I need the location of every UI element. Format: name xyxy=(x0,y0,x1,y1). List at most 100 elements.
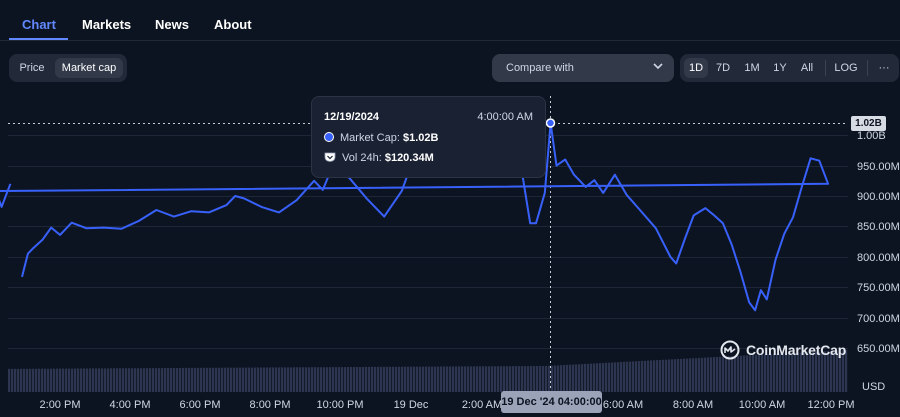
volume-bar xyxy=(395,366,398,392)
volume-bar xyxy=(533,366,536,392)
volume-bar xyxy=(383,366,386,392)
volume-bar xyxy=(281,367,284,392)
volume-bar xyxy=(431,366,434,392)
volume-bar xyxy=(662,359,665,392)
volume-bar xyxy=(344,367,347,392)
volume-bar xyxy=(374,366,377,392)
volume-bar xyxy=(272,367,275,392)
volume-bar xyxy=(47,368,50,392)
volume-bar xyxy=(263,367,266,392)
chevron-down-icon xyxy=(653,63,663,70)
volume-bar xyxy=(560,365,563,392)
volume-bar xyxy=(479,366,482,392)
volume-bar xyxy=(293,367,296,392)
volume-bar xyxy=(494,366,497,392)
tab-about[interactable]: About xyxy=(214,17,252,32)
volume-bar xyxy=(227,367,230,392)
volume-bar xyxy=(155,368,158,392)
volume-bar xyxy=(503,366,506,392)
volume-bar xyxy=(284,367,287,392)
volume-bar xyxy=(167,368,170,392)
volume-bar xyxy=(539,366,542,392)
volume-bar xyxy=(275,367,278,392)
range-7d-button[interactable]: 7D xyxy=(715,62,731,74)
volume-bar xyxy=(245,367,248,392)
volume-bar xyxy=(59,368,62,392)
volume-bar xyxy=(53,368,56,392)
volume-bar xyxy=(350,367,353,392)
volume-bar xyxy=(137,368,140,392)
compare-with-dropdown[interactable]: Compare with xyxy=(492,54,674,82)
volume-bar xyxy=(335,367,338,392)
volume-bar xyxy=(701,357,704,392)
tab-news[interactable]: News xyxy=(155,17,189,32)
volume-bar xyxy=(719,356,722,392)
volume-bar xyxy=(221,367,224,392)
volume-bar xyxy=(653,360,656,392)
volume-bar xyxy=(305,367,308,392)
range-all-button[interactable]: All xyxy=(800,62,814,74)
chart-toolbar: Price Market cap Compare with 1D 7D 1M 1… xyxy=(0,52,900,84)
volume-bar xyxy=(428,366,431,392)
volume-bar xyxy=(323,367,326,392)
volume-bar xyxy=(584,363,587,392)
volume-bar xyxy=(791,353,794,392)
volume-bar xyxy=(17,368,20,392)
volume-bar xyxy=(371,366,374,392)
x-tick-label: 6:00 PM xyxy=(180,399,221,411)
volume-bar xyxy=(746,355,749,392)
metric-toggle: Price Market cap xyxy=(9,54,127,82)
tooltip-market-cap-label: Market Cap: xyxy=(340,132,400,144)
volume-bar xyxy=(38,368,41,392)
volume-bar xyxy=(356,367,359,392)
coinmarketcap-logo-icon xyxy=(720,340,740,360)
more-options-button[interactable]: ··· xyxy=(878,62,890,74)
volume-bar xyxy=(95,368,98,392)
price-button[interactable]: Price xyxy=(19,62,45,74)
volume-bar xyxy=(734,356,737,392)
market-cap-button[interactable]: Market cap xyxy=(55,58,123,78)
volume-bar xyxy=(737,355,740,392)
volume-bar xyxy=(215,367,218,392)
range-1d-button[interactable]: 1D xyxy=(684,58,708,78)
volume-bar xyxy=(260,367,263,392)
volume-bar xyxy=(182,367,185,392)
tab-chart[interactable]: Chart xyxy=(22,17,56,32)
volume-bar xyxy=(200,367,203,393)
volume-bar xyxy=(743,355,746,392)
log-scale-button[interactable]: LOG xyxy=(834,62,858,74)
volume-bar xyxy=(101,368,104,392)
volume-bar xyxy=(761,354,764,392)
volume-shield-icon xyxy=(324,152,336,162)
volume-bar xyxy=(68,368,71,392)
volume-bar xyxy=(122,368,125,392)
volume-bar xyxy=(605,362,608,392)
x-axis-ticks: 2:00 PM 4:00 PM 6:00 PM 8:00 PM 10:00 PM 19 D… xyxy=(40,399,855,411)
range-1m-button[interactable]: 1M xyxy=(744,62,760,74)
volume-bar xyxy=(629,361,632,392)
volume-bar xyxy=(26,368,29,392)
range-1y-button[interactable]: 1Y xyxy=(773,62,787,74)
volume-bar xyxy=(254,367,257,392)
volume-bar xyxy=(77,368,80,392)
volume-bar xyxy=(542,366,545,392)
x-tick-label: 10:00 PM xyxy=(316,399,363,411)
volume-bar xyxy=(617,362,620,392)
volume-bar xyxy=(467,366,470,392)
volume-bar xyxy=(827,351,830,392)
volume-bar xyxy=(86,368,89,392)
volume-bar xyxy=(176,368,179,392)
volume-bar xyxy=(500,366,503,392)
volume-bar xyxy=(74,368,77,392)
volume-bar xyxy=(524,366,527,392)
volume-bar xyxy=(782,353,785,392)
x-tick-label: 4:00 PM xyxy=(110,399,151,411)
volume-bar xyxy=(134,368,137,392)
tooltip-time: 4:00:00 AM xyxy=(477,111,533,123)
x-tick-label: 8:00 AM xyxy=(673,399,713,411)
tooltip-volume-label: Vol 24h: xyxy=(342,152,382,164)
volume-bar xyxy=(107,368,110,392)
volume-bar xyxy=(785,353,788,392)
volume-bar xyxy=(83,368,86,392)
tab-markets[interactable]: Markets xyxy=(82,17,132,32)
